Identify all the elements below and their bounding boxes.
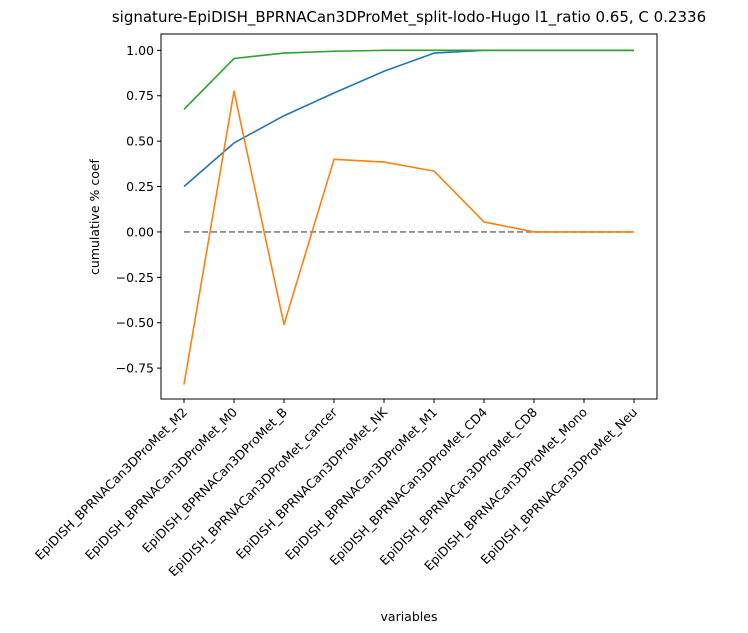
y-axis: −0.75 −0.50 −0.25 0.00 0.25 0.50 0.75 1.00 bbox=[116, 43, 161, 376]
y-tick-label: 0.75 bbox=[126, 88, 154, 103]
x-axis: EpiDISH_BPRNACan3DProMet_M2EpiDISH_BPRNA… bbox=[32, 399, 640, 579]
y-tick-label: 0.25 bbox=[126, 179, 154, 194]
y-tick-label: 0.50 bbox=[126, 134, 154, 149]
chart-title: signature-EpiDISH_BPRNACan3DProMet_split… bbox=[112, 8, 706, 27]
y-tick-label: 1.00 bbox=[126, 43, 154, 58]
y-tick-label: −0.50 bbox=[116, 315, 154, 330]
y-tick-label: 0.00 bbox=[126, 224, 154, 239]
series-line-1 bbox=[183, 90, 634, 385]
y-tick-label: −0.25 bbox=[116, 270, 154, 285]
y-axis-label: cumulative % coef bbox=[87, 158, 102, 275]
y-tick-label: −0.75 bbox=[116, 361, 154, 376]
series-line-2 bbox=[183, 49, 634, 110]
x-axis-label: variables bbox=[381, 609, 438, 624]
plot-frame bbox=[160, 33, 658, 400]
plot-area bbox=[183, 49, 634, 385]
